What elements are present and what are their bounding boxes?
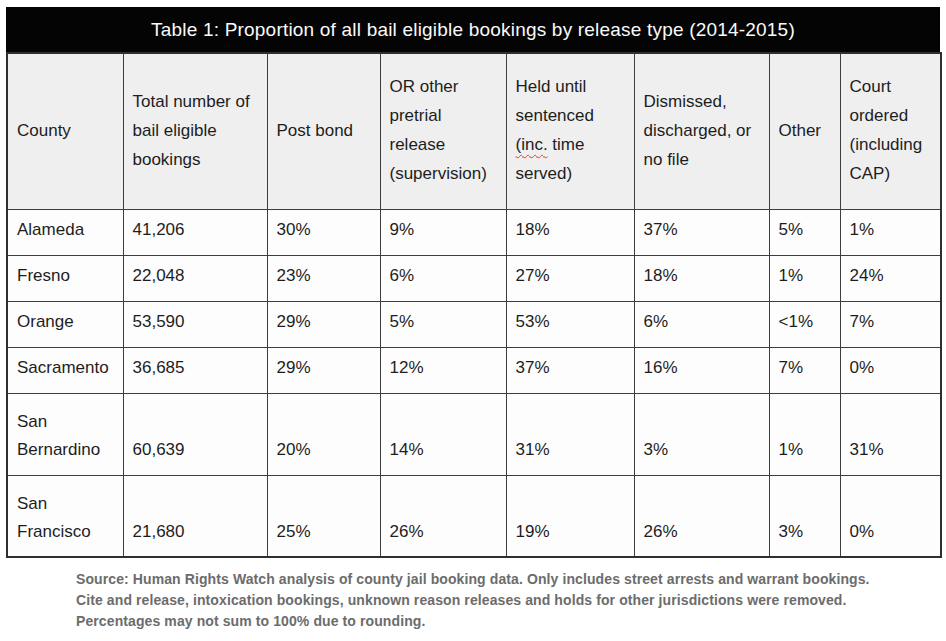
cell-or-release: 6%	[380, 255, 506, 301]
table-row-fresno: Fresno 22,048 23% 6% 27% 18% 1% 24%	[7, 255, 941, 301]
table-title: Table 1: Proportion of all bail eligible…	[6, 7, 940, 52]
cell-dismissed: 6%	[634, 301, 769, 347]
cell-county: Orange	[7, 301, 123, 347]
col-header-post-bond: Post bond	[267, 53, 380, 209]
cell-post-bond: 30%	[267, 209, 380, 255]
cell-held: 19%	[506, 475, 634, 557]
cell-or-release: 26%	[380, 475, 506, 557]
cell-court-ordered: 0%	[840, 475, 941, 557]
cell-post-bond: 29%	[267, 347, 380, 393]
cell-county: Alameda	[7, 209, 123, 255]
cell-other: 7%	[769, 347, 840, 393]
cell-county: Fresno	[7, 255, 123, 301]
header-row: County Total number of bail eligible boo…	[7, 53, 941, 209]
cell-dismissed: 16%	[634, 347, 769, 393]
cell-held: 31%	[506, 393, 634, 475]
cell-held: 37%	[506, 347, 634, 393]
cell-dismissed: 26%	[634, 475, 769, 557]
cell-court-ordered: 31%	[840, 393, 941, 475]
source-footnote: Source: Human Rights Watch analysis of c…	[76, 569, 876, 632]
cell-other: <1%	[769, 301, 840, 347]
document-page: Table 1: Proportion of all bail eligible…	[0, 7, 946, 641]
cell-dismissed: 18%	[634, 255, 769, 301]
cell-court-ordered: 24%	[840, 255, 941, 301]
cell-other: 1%	[769, 255, 840, 301]
cell-or-release: 5%	[380, 301, 506, 347]
table-row-san-bernardino: San Bernardino 60,639 20% 14% 31% 3% 1% …	[7, 393, 941, 475]
cell-held: 53%	[506, 301, 634, 347]
cell-post-bond: 25%	[267, 475, 380, 557]
bail-bookings-table: County Total number of bail eligible boo…	[6, 52, 942, 558]
col-header-other: Other	[769, 53, 840, 209]
col-header-dismissed: Dismissed, discharged, or no file	[634, 53, 769, 209]
cell-total: 53,590	[123, 301, 267, 347]
col-header-court-ordered: Court ordered (including CAP)	[840, 53, 941, 209]
spellcheck-underlined-text: (inc.	[516, 135, 548, 154]
cell-post-bond: 23%	[267, 255, 380, 301]
cell-court-ordered: 0%	[840, 347, 941, 393]
cell-total: 36,685	[123, 347, 267, 393]
cell-court-ordered: 1%	[840, 209, 941, 255]
cell-dismissed: 3%	[634, 393, 769, 475]
col-header-or-pretrial-release: OR other pretrial release (supervision)	[380, 53, 506, 209]
cell-county: San Francisco	[7, 475, 123, 557]
table-row-alameda: Alameda 41,206 30% 9% 18% 37% 5% 1%	[7, 209, 941, 255]
cell-or-release: 12%	[380, 347, 506, 393]
cell-total: 22,048	[123, 255, 267, 301]
cell-or-release: 9%	[380, 209, 506, 255]
cell-other: 1%	[769, 393, 840, 475]
cell-court-ordered: 7%	[840, 301, 941, 347]
cell-total: 60,639	[123, 393, 267, 475]
table-row-sacramento: Sacramento 36,685 29% 12% 37% 16% 7% 0%	[7, 347, 941, 393]
cell-or-release: 14%	[380, 393, 506, 475]
cell-post-bond: 29%	[267, 301, 380, 347]
cell-held: 18%	[506, 209, 634, 255]
cell-county: Sacramento	[7, 347, 123, 393]
table-block: Table 1: Proportion of all bail eligible…	[6, 7, 940, 558]
cell-other: 3%	[769, 475, 840, 557]
header-text: Held until sentenced	[516, 77, 594, 125]
cell-other: 5%	[769, 209, 840, 255]
cell-post-bond: 20%	[267, 393, 380, 475]
cell-held: 27%	[506, 255, 634, 301]
cell-total: 41,206	[123, 209, 267, 255]
col-header-county: County	[7, 53, 123, 209]
col-header-total-bookings: Total number of bail eligible bookings	[123, 53, 267, 209]
cell-total: 21,680	[123, 475, 267, 557]
col-header-held-until-sentenced: Held until sentenced (inc. time served)	[506, 53, 634, 209]
table-row-orange: Orange 53,590 29% 5% 53% 6% <1% 7%	[7, 301, 941, 347]
table-row-san-francisco: San Francisco 21,680 25% 26% 19% 26% 3% …	[7, 475, 941, 557]
cell-county: San Bernardino	[7, 393, 123, 475]
cell-dismissed: 37%	[634, 209, 769, 255]
